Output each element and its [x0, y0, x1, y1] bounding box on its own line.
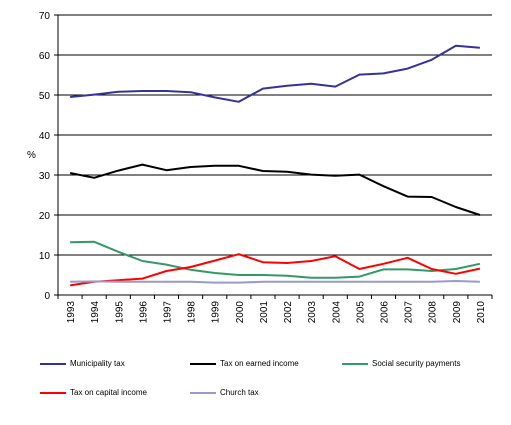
x-tick-label: 1994 [90, 301, 101, 324]
legend-swatch [342, 363, 368, 365]
y-axis-label: % [27, 150, 36, 161]
y-tick-label: 70 [39, 11, 51, 22]
x-tick-label: 1997 [163, 301, 174, 324]
series-line-tax-on-capital-income [69, 253, 481, 287]
x-axis-ticks: 1993 1994 1995 1996 1997 1998 1999 2000 2001 2002… [57, 295, 493, 324]
y-tick-label: 40 [39, 131, 51, 142]
legend-label: Social security payments [372, 359, 461, 368]
x-tick-label: 2007 [404, 301, 415, 324]
x-tick-label: 2008 [428, 301, 439, 324]
legend-swatch [40, 392, 66, 394]
x-tick-label: 1996 [138, 301, 149, 324]
x-tick-label: 1999 [211, 301, 222, 324]
x-tick-label: 1998 [187, 301, 198, 324]
x-tick-label: 1993 [66, 301, 77, 324]
series-line-municipality-tax [70, 44, 480, 103]
series-lines [69, 44, 481, 287]
series-line-church-tax [70, 280, 480, 284]
x-tick-label: 2009 [452, 301, 463, 324]
x-tick-label: 2010 [476, 301, 487, 324]
x-tick-label: 2005 [355, 301, 366, 324]
y-tick-label: 10 [39, 251, 51, 262]
legend-label: Tax on capital income [70, 388, 147, 397]
x-tick-label: 2004 [331, 301, 342, 324]
gridlines [58, 14, 492, 256]
series-line-tax-on-earned-income [69, 163, 481, 216]
y-tick-label: 20 [39, 211, 51, 222]
x-tick-label: 1995 [114, 301, 125, 324]
legend-label: Church tax [220, 388, 259, 397]
series-line-social-security-payments [70, 240, 481, 279]
legend-label: Tax on earned income [220, 359, 299, 368]
x-tick-label: 2002 [283, 301, 294, 324]
x-tick-label: 2001 [259, 301, 270, 324]
legend-swatch [190, 363, 216, 365]
y-tick-label: 60 [39, 51, 51, 62]
legend-swatch [40, 363, 66, 365]
x-tick-label: 2006 [380, 301, 391, 324]
y-tick-label: 30 [39, 171, 51, 182]
axes [57, 15, 492, 296]
y-tick-label: 50 [39, 91, 51, 102]
legend-label: Municipality tax [70, 359, 125, 368]
legend-swatch [190, 392, 216, 394]
x-tick-label: 2003 [307, 301, 318, 324]
y-tick-label: 0 [44, 291, 50, 302]
x-tick-label: 2000 [235, 301, 246, 324]
y-axis-ticks: 0 10 20 30 40 50 60 70 [39, 11, 58, 302]
